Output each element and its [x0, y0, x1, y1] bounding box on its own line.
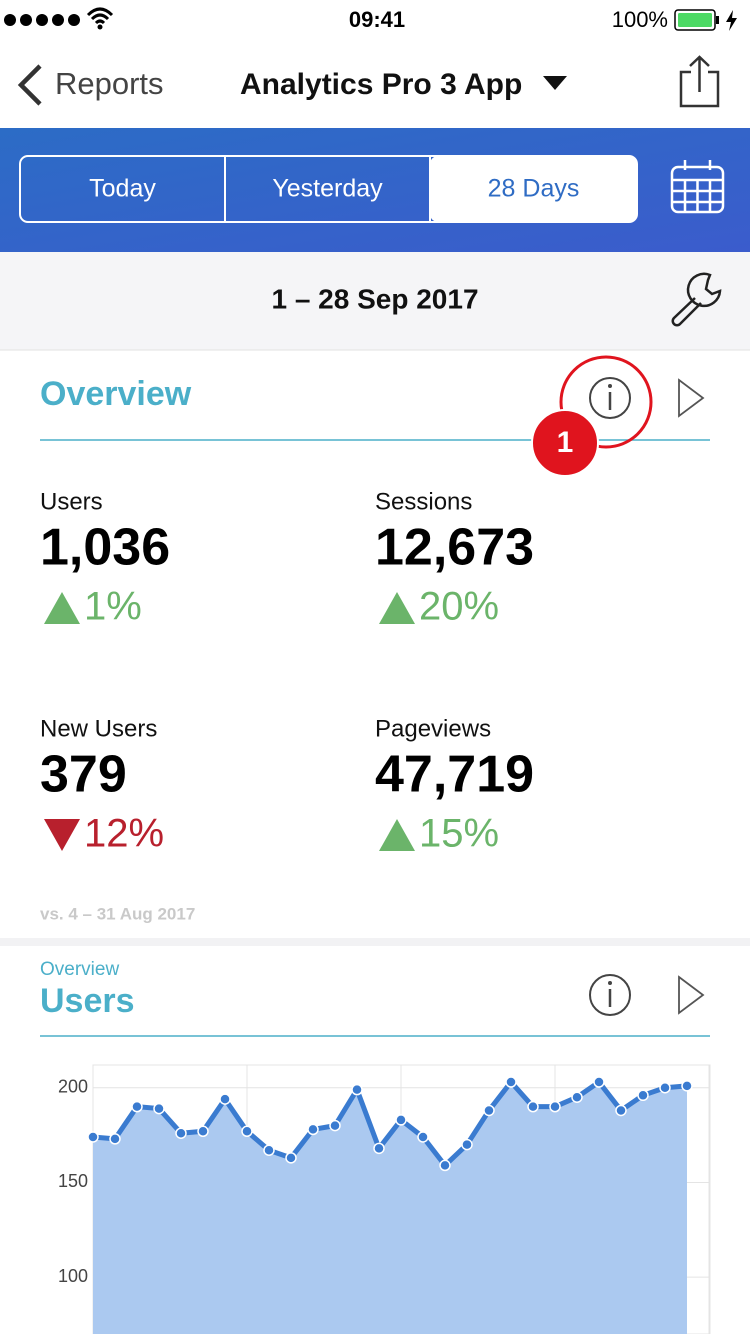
line — [92, 1079, 688, 1168]
status-bar: 09:41 100% — [4, 7, 737, 32]
point — [439, 1159, 451, 1172]
point — [483, 1104, 495, 1117]
point — [241, 1125, 253, 1138]
segmented-control: Today Yesterday 28 Days — [19, 155, 638, 223]
metric-label: Users — [40, 488, 103, 515]
back-chevron[interactable] — [17, 64, 42, 106]
point — [659, 1081, 671, 1094]
point — [197, 1125, 209, 1138]
point — [131, 1100, 143, 1113]
point — [329, 1119, 341, 1132]
clock: 09:41 — [349, 7, 405, 32]
metric-change: 1% — [84, 585, 142, 629]
metric-value: 12,673 — [375, 519, 534, 577]
point — [87, 1131, 99, 1143]
battery-percent: 100% — [612, 7, 668, 32]
segment[interactable]: 28 Days — [488, 175, 580, 203]
y-tick-label: 200 — [58, 1076, 88, 1096]
info-button[interactable] — [589, 974, 631, 1016]
point — [395, 1114, 407, 1126]
y-tick-label: 100 — [58, 1266, 88, 1286]
metrics: Users 1,036 1% Sessions 12,673 20% New Users 37… — [40, 488, 534, 855]
point — [527, 1100, 539, 1113]
area-fill — [93, 1082, 687, 1334]
metric-change: 20% — [419, 585, 499, 629]
open-button[interactable] — [678, 975, 705, 1015]
metric-label: New Users — [40, 715, 157, 742]
card-title: Users — [40, 982, 135, 1020]
title-caret[interactable] — [543, 76, 567, 90]
point — [373, 1142, 385, 1155]
point — [417, 1131, 429, 1143]
point — [263, 1144, 275, 1156]
annotation-badge — [531, 409, 599, 477]
metric-change: 12% — [84, 812, 164, 856]
point — [175, 1127, 187, 1139]
card-subtitle: Overview — [40, 959, 119, 980]
point — [109, 1133, 121, 1145]
card-title: Overview — [40, 375, 192, 413]
comparison-note: vs. 4 – 31 Aug 2017 — [40, 904, 195, 923]
badge-number: 1 — [557, 426, 574, 459]
open-button[interactable] — [678, 378, 705, 418]
nav-title[interactable]: Analytics Pro 3 App — [240, 68, 522, 101]
point — [681, 1080, 693, 1092]
info-button[interactable] — [589, 377, 631, 419]
point — [615, 1104, 627, 1117]
point — [461, 1138, 473, 1151]
point — [571, 1091, 583, 1103]
point — [219, 1093, 231, 1105]
settings-wrench[interactable] — [671, 272, 722, 327]
users-chart: 100 150 200 — [58, 1064, 711, 1334]
metric-value: 47,719 — [375, 746, 534, 804]
point — [593, 1076, 605, 1088]
segment[interactable]: Yesterday — [272, 175, 383, 203]
calendar-button[interactable] — [670, 160, 725, 214]
trend-up-arrow — [379, 819, 415, 851]
divider — [0, 938, 750, 946]
point — [505, 1076, 517, 1088]
y-tick-label: 150 — [58, 1171, 88, 1191]
point — [351, 1083, 363, 1096]
trend-down-arrow — [44, 819, 80, 851]
point — [153, 1102, 165, 1115]
segment-selected — [430, 156, 637, 222]
metric-value: 379 — [40, 746, 127, 804]
date-bar — [0, 252, 750, 350]
trend-up-arrow — [44, 592, 80, 624]
metric-label: Pageviews — [375, 715, 491, 742]
share-button[interactable] — [679, 55, 720, 108]
trend-up-arrow — [379, 592, 415, 624]
point — [637, 1089, 649, 1102]
annotation-circle — [559, 355, 653, 449]
segment[interactable]: Today — [89, 175, 156, 203]
point — [307, 1123, 319, 1136]
metric-value: 1,036 — [40, 519, 170, 577]
point — [549, 1100, 561, 1113]
metric-change: 15% — [419, 812, 499, 856]
nav-bar: Reports Analytics Pro 3 App — [17, 55, 720, 108]
point — [285, 1152, 297, 1164]
metric-label: Sessions — [375, 488, 472, 515]
date-range[interactable]: 1 – 28 Sep 2017 — [271, 283, 478, 314]
back-button[interactable]: Reports — [55, 66, 164, 101]
